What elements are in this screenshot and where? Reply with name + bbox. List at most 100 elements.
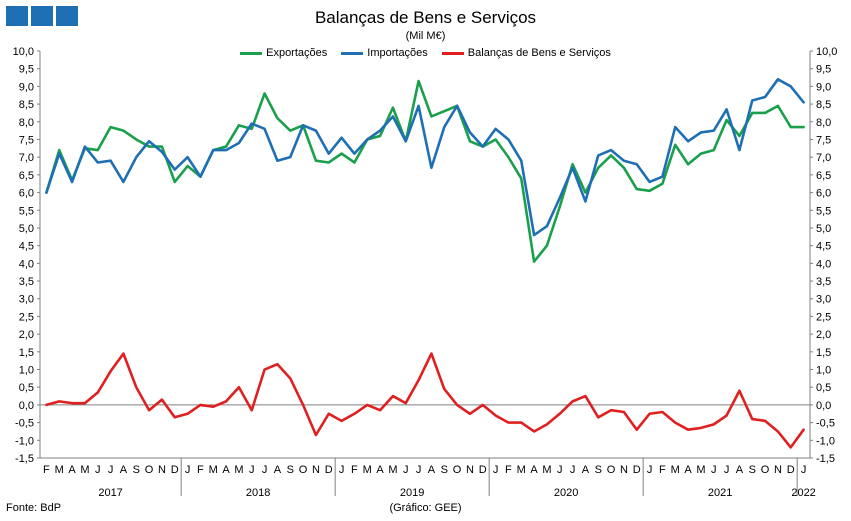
y-tick-label-left: 4,5 (19, 241, 34, 253)
y-tick-label-right: 9,5 (816, 64, 831, 76)
y-tick-label-left: 7,5 (19, 134, 34, 146)
x-month-label: J (711, 464, 717, 476)
three-blue-squares-logo (6, 6, 78, 26)
y-tick-label-right: -1,5 (816, 453, 835, 465)
y-tick-label-right: 0,0 (816, 400, 831, 412)
series-line-2 (45, 352, 805, 449)
y-tick-label-left: 1,0 (19, 365, 34, 377)
x-month-label: M (696, 464, 705, 476)
y-tick-label-right: 0,5 (816, 382, 831, 394)
x-month-label: M (80, 464, 89, 476)
x-month-label: J (339, 464, 345, 476)
legend-swatch-balanca (441, 51, 464, 55)
x-month-label: N (466, 464, 474, 476)
y-tick-label-right: 2,5 (816, 311, 831, 323)
y-tick-label-left: 0,0 (19, 400, 34, 412)
y-tick-label-left: 9,0 (19, 81, 34, 93)
x-month-label: O (761, 464, 770, 476)
y-tick-label-right: 6,0 (816, 188, 831, 200)
x-month-label: N (774, 464, 782, 476)
legend-item-importacoes: Importações (341, 47, 428, 59)
y-tick-label-left: 1,5 (19, 347, 34, 359)
x-month-label: N (620, 464, 628, 476)
y-tick-label-right: -0,5 (816, 418, 835, 430)
series-line-1 (45, 78, 805, 237)
chart-credit: (Gráfico: GEE) (389, 502, 462, 514)
y-tick-label-right: 1,0 (816, 365, 831, 377)
y-tick-label-right: 3,0 (816, 294, 831, 306)
series-line-0 (45, 79, 805, 263)
chart-title: Balanças de Bens e Serviços (314, 8, 537, 27)
y-tick-label-right: 7,0 (816, 152, 831, 164)
y-tick-label-left: 8,0 (19, 117, 34, 129)
y-tick-label-left: 5,5 (19, 205, 34, 217)
x-month-label: J (647, 464, 653, 476)
x-month-label: D (787, 464, 795, 476)
x-month-label: S (595, 464, 602, 476)
y-tick-label-right: 5,5 (816, 205, 831, 217)
logo-square-icon (6, 6, 28, 26)
y-tick-label-right: 1,5 (816, 347, 831, 359)
x-month-label: D (633, 464, 641, 476)
x-month-label: A (222, 464, 230, 476)
x-month-label: A (736, 464, 744, 476)
x-month-label: M (517, 464, 526, 476)
x-month-label: M (388, 464, 397, 476)
x-month-label: A (376, 464, 384, 476)
x-month-label: F (659, 464, 666, 476)
x-month-label: M (363, 464, 372, 476)
x-month-label: J (570, 464, 576, 476)
y-tick-label-left: 0,5 (19, 382, 34, 394)
y-tick-label-left: 6,0 (19, 188, 34, 200)
x-month-label: N (158, 464, 166, 476)
x-month-label: D (479, 464, 487, 476)
source-note: Fonte: BdP (6, 502, 62, 514)
x-month-label: O (607, 464, 616, 476)
y-tick-label-left: 8,5 (19, 99, 34, 111)
x-month-label: J (185, 464, 191, 476)
x-month-label: M (234, 464, 243, 476)
x-month-label: J (262, 464, 268, 476)
x-month-label: D (171, 464, 179, 476)
chart-subtitle: (Mil M€) (405, 30, 446, 42)
x-month-label: S (441, 464, 448, 476)
y-tick-label-right: 8,5 (816, 99, 831, 111)
x-month-label: O (145, 464, 154, 476)
y-tick-label-right: 5,0 (816, 223, 831, 235)
y-tick-label-right: 4,0 (816, 258, 831, 270)
x-month-label: J (108, 464, 114, 476)
y-tick-label-right: -1,0 (816, 435, 835, 447)
x-month-label: A (120, 464, 128, 476)
chart-legend: Exportações Importações Balanças de Bens… (0, 47, 851, 59)
y-tick-label-right: 9,0 (816, 81, 831, 93)
x-month-label: J (724, 464, 730, 476)
x-month-label: M (671, 464, 680, 476)
logo-square-icon (31, 6, 53, 26)
x-month-label: J (416, 464, 422, 476)
x-month-label: D (325, 464, 333, 476)
y-tick-label-right: 3,5 (816, 276, 831, 288)
legend-label-exportacoes: Exportações (266, 47, 328, 59)
x-month-label: N (312, 464, 320, 476)
legend-swatch-exportacoes (240, 51, 263, 55)
y-tick-label-left: -0,5 (15, 418, 34, 430)
y-tick-label-right: 4,5 (816, 241, 831, 253)
y-tick-label-right: 8,0 (816, 117, 831, 129)
logo-square-icon (56, 6, 78, 26)
x-month-label: F (43, 464, 50, 476)
x-month-label: J (557, 464, 563, 476)
y-tick-label-left: -1,0 (15, 435, 34, 447)
x-month-label: A (684, 464, 692, 476)
x-month-label: M (55, 464, 64, 476)
x-month-label: M (209, 464, 218, 476)
y-tick-label-left: 6,5 (19, 170, 34, 182)
y-tick-label-left: 2,0 (19, 329, 34, 341)
y-tick-label-left: -1,5 (15, 453, 34, 465)
x-month-label: A (530, 464, 538, 476)
y-tick-label-left: 3,0 (19, 294, 34, 306)
x-month-label: S (749, 464, 756, 476)
x-month-label: O (453, 464, 462, 476)
x-month-label: A (274, 464, 282, 476)
